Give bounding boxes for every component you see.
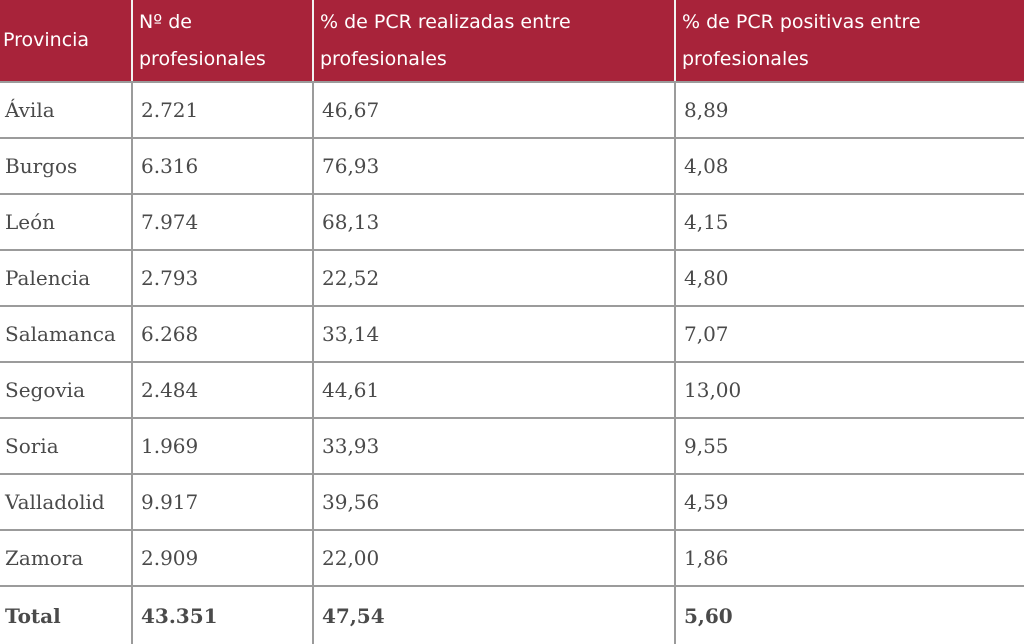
cell-pcr-positivas: 13,00 [674, 362, 1024, 419]
header-pcr-realizadas: % de PCR realizadas entre profesionales [312, 0, 675, 83]
cell-num-profesionales: 9.917 [131, 474, 313, 531]
cell-pcr-realizadas: 46,67 [312, 82, 675, 139]
cell-pcr-realizadas: 33,93 [312, 418, 675, 475]
total-cell-pcr-realizadas: 47,54 [312, 586, 675, 644]
header-provincia: Provincia [0, 0, 132, 83]
cell-num-profesionales: 2.484 [131, 362, 313, 419]
cell-pcr-realizadas: 22,52 [312, 250, 675, 307]
cell-pcr-positivas: 4,08 [674, 138, 1024, 195]
cell-pcr-realizadas: 39,56 [312, 474, 675, 531]
cell-pcr-positivas: 1,86 [674, 530, 1024, 587]
table-row: Burgos 6.316 76,93 4,08 [0, 138, 1024, 195]
cell-pcr-realizadas: 68,13 [312, 194, 675, 251]
cell-pcr-positivas: 4,15 [674, 194, 1024, 251]
cell-num-profesionales: 6.268 [131, 306, 313, 363]
cell-pcr-positivas: 4,80 [674, 250, 1024, 307]
cell-num-profesionales: 2.793 [131, 250, 313, 307]
total-cell-num-profesionales: 43.351 [131, 586, 313, 644]
table-row: Segovia 2.484 44,61 13,00 [0, 362, 1024, 419]
cell-pcr-realizadas: 33,14 [312, 306, 675, 363]
cell-provincia: Palencia [0, 250, 132, 307]
cell-provincia: Zamora [0, 530, 132, 587]
header-num-profesionales: Nº de profesionales [131, 0, 313, 83]
table-row: Ávila 2.721 46,67 8,89 [0, 82, 1024, 139]
header-pcr-positivas: % de PCR positivas entre profesionales [674, 0, 1024, 83]
cell-provincia: Salamanca [0, 306, 132, 363]
cell-pcr-positivas: 9,55 [674, 418, 1024, 475]
cell-provincia: Valladolid [0, 474, 132, 531]
table-row: Salamanca 6.268 33,14 7,07 [0, 306, 1024, 363]
cell-num-profesionales: 2.721 [131, 82, 313, 139]
cell-pcr-realizadas: 76,93 [312, 138, 675, 195]
cell-provincia: Ávila [0, 82, 132, 139]
cell-pcr-realizadas: 22,00 [312, 530, 675, 587]
table-row: León 7.974 68,13 4,15 [0, 194, 1024, 251]
total-row: Total 43.351 47,54 5,60 [0, 586, 1024, 644]
cell-provincia: Segovia [0, 362, 132, 419]
cell-pcr-positivas: 7,07 [674, 306, 1024, 363]
total-cell-pcr-positivas: 5,60 [674, 586, 1024, 644]
cell-provincia: León [0, 194, 132, 251]
cell-pcr-realizadas: 44,61 [312, 362, 675, 419]
cell-num-profesionales: 6.316 [131, 138, 313, 195]
table-row: Valladolid 9.917 39,56 4,59 [0, 474, 1024, 531]
cell-num-profesionales: 7.974 [131, 194, 313, 251]
total-cell-provincia: Total [5, 603, 61, 628]
cell-pcr-positivas: 8,89 [674, 82, 1024, 139]
table-body: Ávila 2.721 46,67 8,89 Burgos 6.316 76,93 4,08 L… [0, 82, 1024, 644]
table-row: Zamora 2.909 22,00 1,86 [0, 530, 1024, 587]
table-row: Palencia 2.793 22,52 4,80 [0, 250, 1024, 307]
cell-num-profesionales: 2.909 [131, 530, 313, 587]
cell-num-profesionales: 1.969 [131, 418, 313, 475]
cell-provincia: Soria [0, 418, 132, 475]
cell-provincia: Burgos [0, 138, 132, 195]
cell-pcr-positivas: 4,59 [674, 474, 1024, 531]
table-header-row: Provincia Nº de profesionales % de PCR r… [0, 0, 1024, 83]
table-row: Soria 1.969 33,93 9,55 [0, 418, 1024, 475]
